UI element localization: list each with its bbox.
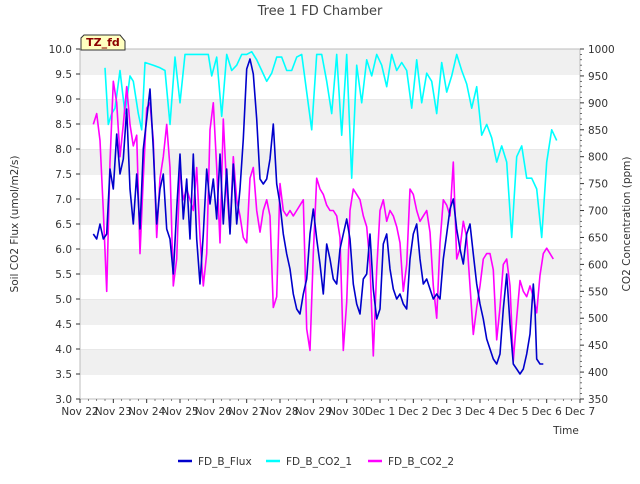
y-left-tick-label: 9.0 <box>55 94 72 106</box>
y-right-tick-label: 850 <box>588 125 608 137</box>
y-right-tick-label: 800 <box>588 152 608 164</box>
x-tick-label: Dec 2 <box>398 406 428 418</box>
grid-band <box>80 299 580 324</box>
y-left-tick-label: 6.5 <box>55 219 72 231</box>
x-tick-label: Dec 4 <box>465 406 496 418</box>
y-axis-left-label: Soil CO2 Flux (umol/m2/s) <box>9 156 21 293</box>
y-right-tick-label: 700 <box>588 206 608 218</box>
series-layer <box>92 50 558 375</box>
y-left-tick-label: 3.5 <box>55 369 72 381</box>
y-right-tick-label: 350 <box>588 394 608 406</box>
x-tick-label: Nov 29 <box>295 406 332 418</box>
y-right-tick-label: 900 <box>588 98 608 110</box>
grid-band <box>80 74 580 99</box>
y-left-tick-label: 5.5 <box>55 269 72 281</box>
y-right-tick-label: 750 <box>588 179 608 191</box>
grid-band <box>80 124 580 149</box>
x-tick-label: Dec 1 <box>365 406 395 418</box>
y-left-tick-label: 5.0 <box>55 294 72 306</box>
x-tick-label: Nov 26 <box>195 406 233 418</box>
y-right-tick-label: 950 <box>588 71 608 83</box>
y-right-tick-label: 450 <box>588 340 608 352</box>
legend-label-fd-b-co2-1: FD_B_CO2_1 <box>286 456 352 468</box>
badge-label: TZ_fd <box>86 36 120 49</box>
x-tick-label: Nov 30 <box>328 406 365 418</box>
x-tick-label: Nov 23 <box>95 406 132 418</box>
y-left-tick-label: 4.0 <box>55 344 72 356</box>
y-right-tick-label: 650 <box>588 232 608 244</box>
x-tick-label: Dec 6 <box>531 406 562 418</box>
x-tick-label: Nov 24 <box>128 406 166 418</box>
y-right-tick-label: 400 <box>588 367 608 379</box>
x-tick-label: Nov 27 <box>228 406 265 418</box>
grid-band <box>80 324 580 349</box>
y-left-tick-label: 8.5 <box>55 119 72 131</box>
grid-band <box>80 374 580 399</box>
y-axis-right: 350 400 450 500 550 600 650 700 750 800 850 900 950 1… <box>580 44 615 406</box>
x-tick-label: Nov 25 <box>161 406 198 418</box>
y-axis-left: 3.0 3.5 4.0 4.5 5.0 5.5 6.0 6.5 7.0 7.5 8.0 8.5 9.0 9… <box>49 44 80 406</box>
y-left-tick-label: 9.5 <box>55 69 72 81</box>
background-bands <box>80 48 580 399</box>
x-tick-label: Dec 3 <box>431 406 461 418</box>
site-badge: TZ_fd <box>80 34 126 51</box>
legend-label-fd-b-co2-2: FD_B_CO2_2 <box>388 456 454 468</box>
y-left-tick-label: 4.5 <box>55 319 72 331</box>
x-tick-label: Nov 28 <box>261 406 298 418</box>
y-left-tick-label: 8.0 <box>55 144 72 156</box>
y-left-tick-label: 3.0 <box>55 394 72 406</box>
grid-band <box>80 199 580 224</box>
series-line-fd-b-co2-1 <box>104 50 558 239</box>
x-axis-label: Time <box>552 425 579 437</box>
y-left-tick-label: 10.0 <box>49 44 72 56</box>
grid-band <box>80 49 580 74</box>
x-tick-label: Nov 22 <box>61 406 98 418</box>
x-tick-label: Dec 7 <box>565 406 595 418</box>
y-right-tick-label: 550 <box>588 286 608 298</box>
y-left-tick-label: 7.5 <box>55 169 72 181</box>
y-axis-right-label: CO2 Concentration (ppm) <box>621 157 633 292</box>
grid-band <box>80 224 580 249</box>
y-left-tick-label: 7.0 <box>55 194 72 206</box>
y-right-tick-label: 500 <box>588 313 608 325</box>
y-right-tick-label: 600 <box>588 259 608 271</box>
series-line-fd-b-co2-2 <box>92 80 554 363</box>
series-line-fd-b-flux <box>92 58 544 375</box>
x-tick-label: Dec 5 <box>498 406 528 418</box>
y-right-tick-label: 1000 <box>588 44 615 56</box>
grid-band <box>80 274 580 299</box>
grid-band <box>80 349 580 374</box>
chart-title: Tree 1 FD Chamber <box>257 4 383 19</box>
legend: FD_B_Flux FD_B_CO2_1 FD_B_CO2_2 <box>178 456 454 468</box>
y-left-tick-label: 6.0 <box>55 244 72 256</box>
legend-label-fd-b-flux: FD_B_Flux <box>198 456 252 468</box>
